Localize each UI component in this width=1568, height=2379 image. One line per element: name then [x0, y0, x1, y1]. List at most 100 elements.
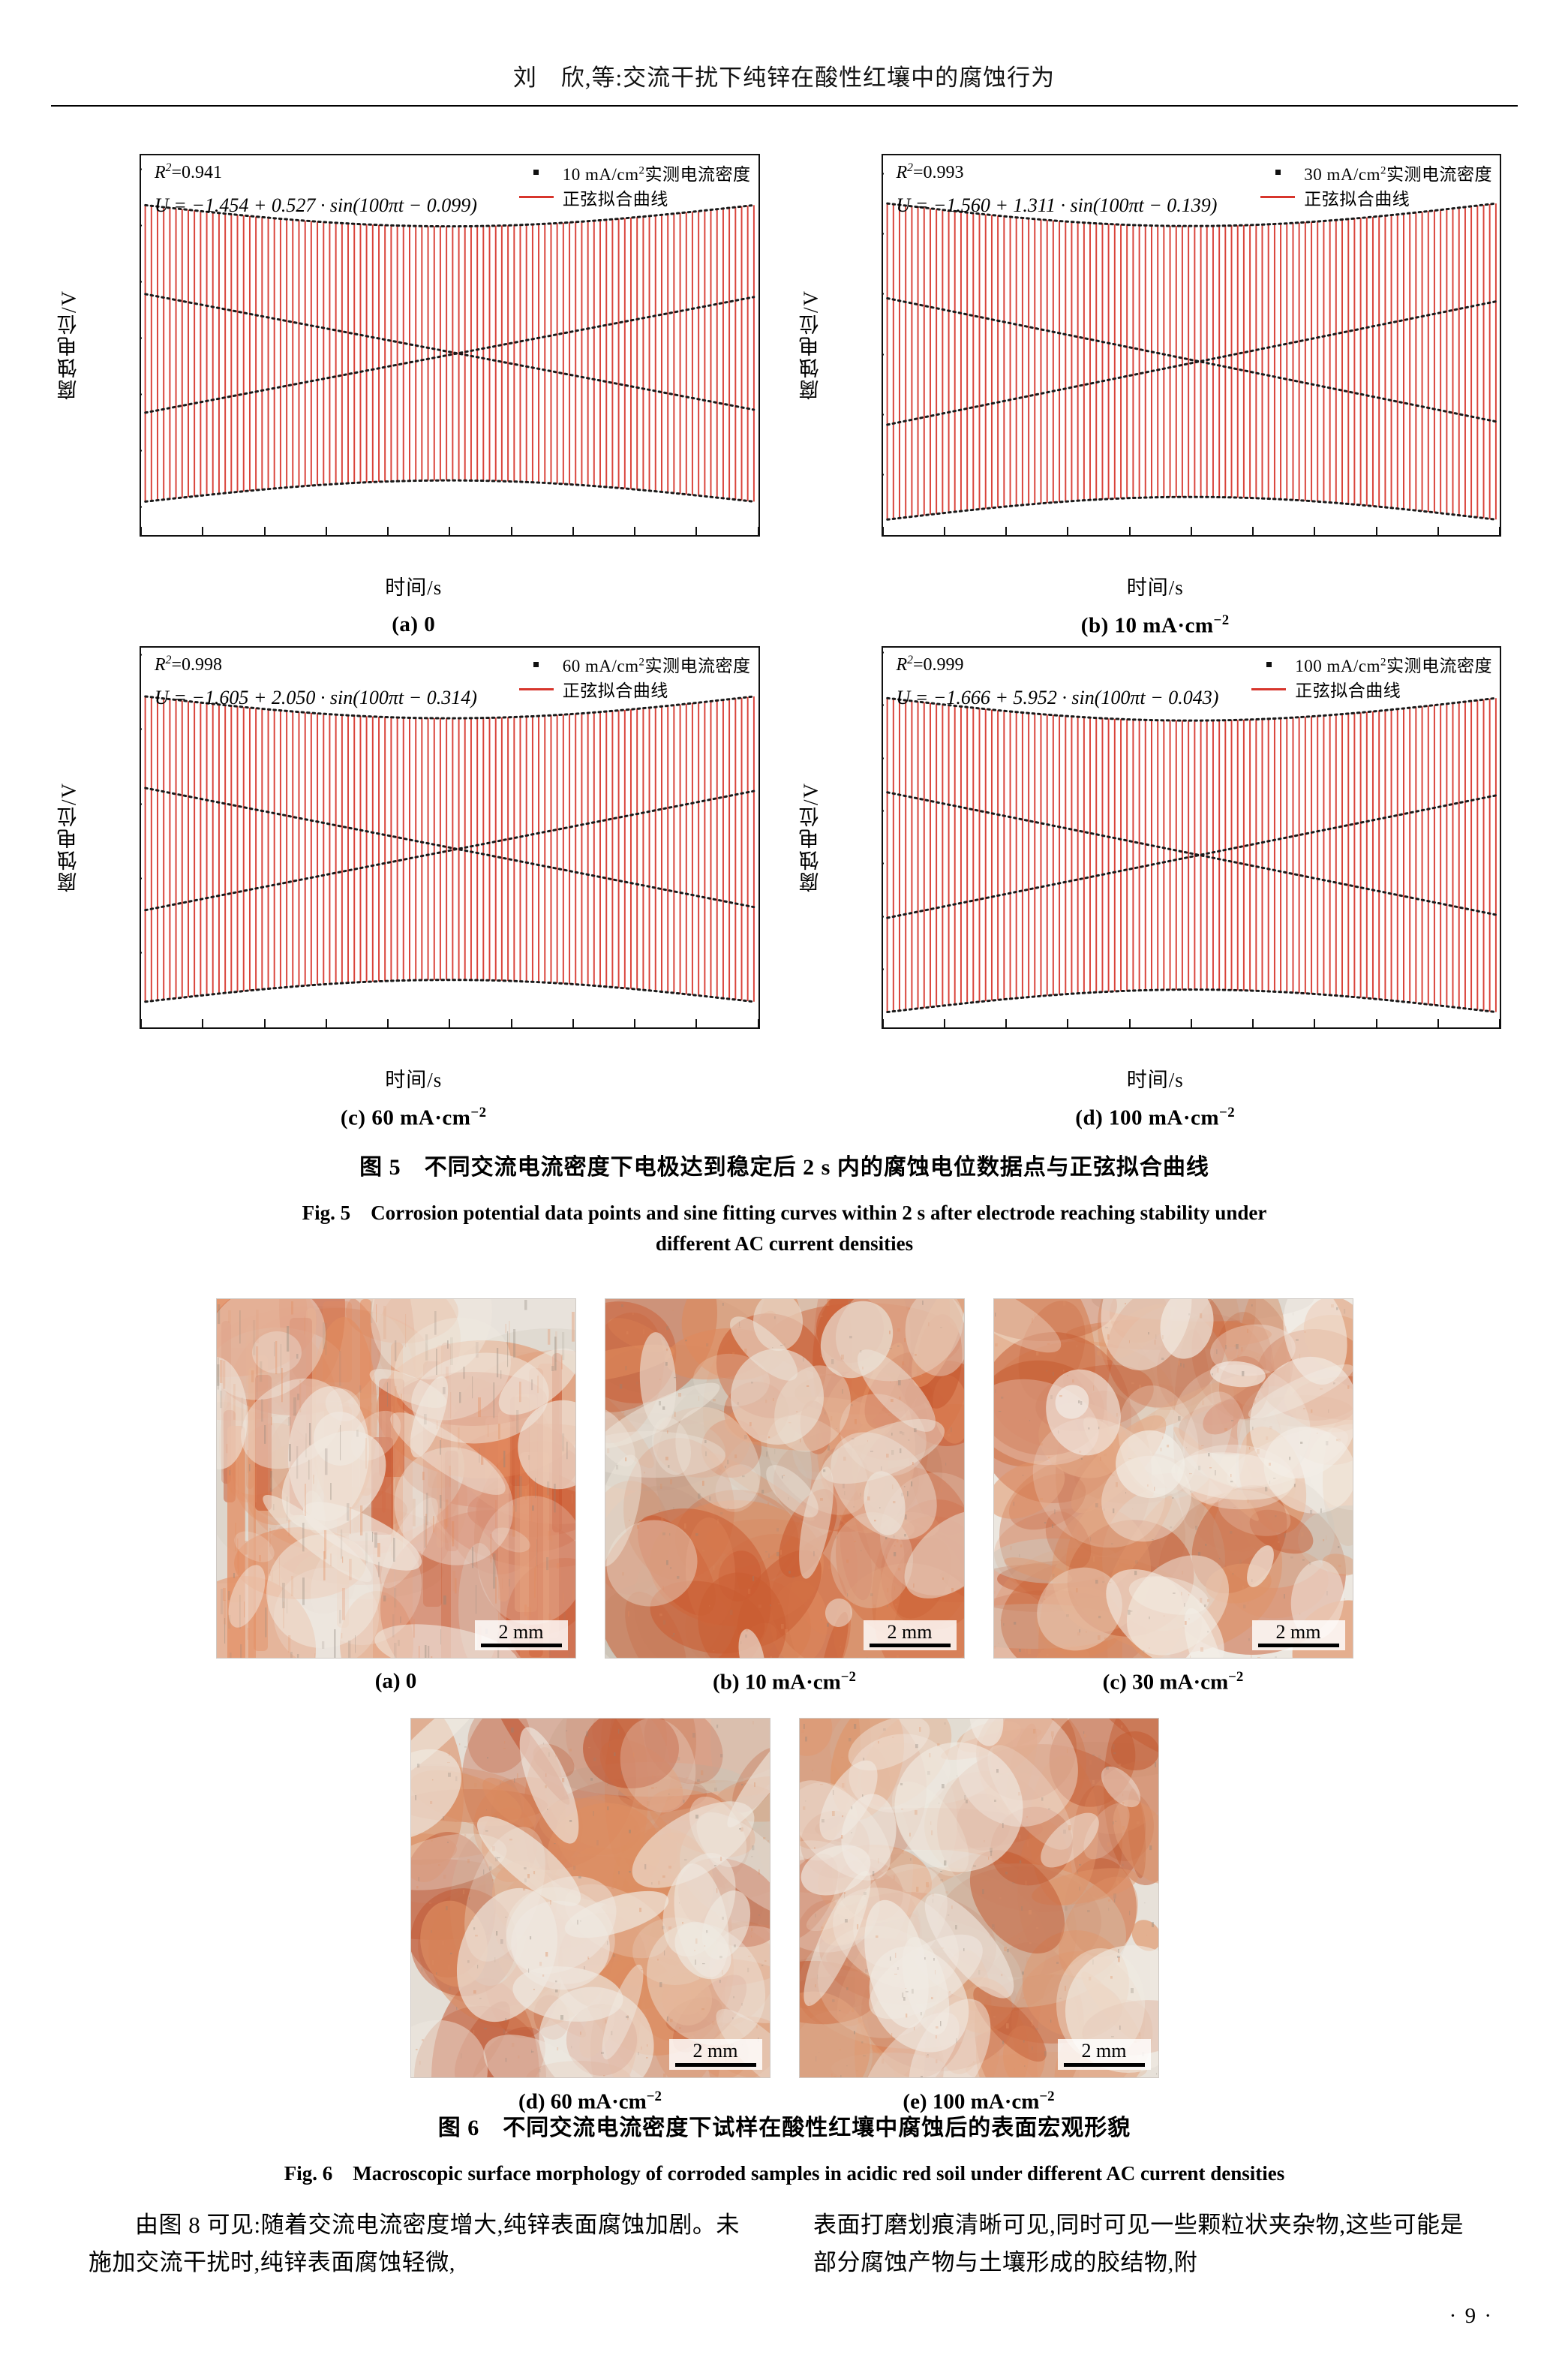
figure-6-photo-row-1: 2 mm (a) 0 2 mm (b) 10 mA·cm−2 2 mm (c) 30 mA…: [51, 1298, 1518, 1695]
scale-bar-line: [674, 2062, 756, 2067]
plot-canvas: [885, 202, 1497, 521]
x-axis-tick-mark: [510, 1018, 512, 1027]
y-axis-tick: −6: [882, 958, 883, 980]
x-axis-tick: 0.6: [313, 1027, 340, 1029]
x-axis-tick: 1.8: [683, 535, 710, 537]
scatter-marker-icon: [1251, 661, 1286, 667]
line-marker-icon: [1260, 196, 1296, 198]
chart-legend: 10 mA/cm2实测电流密度 正弦拟合曲线: [518, 160, 751, 209]
x-axis-tick-mark: [1128, 1018, 1131, 1027]
y-axis-tick: −1.8: [141, 440, 142, 462]
x-axis-tick-mark: [387, 1018, 389, 1027]
x-axis-tick-mark: [263, 1018, 266, 1027]
corrosion-photo: 2 mm: [798, 1717, 1159, 2078]
legend-label-fit: 正弦拟合曲线: [562, 189, 668, 209]
legend-label-fit: 正弦拟合曲线: [1295, 681, 1401, 701]
scale-bar: 2 mm: [1057, 2039, 1151, 2070]
y-axis-tick: 0: [882, 800, 883, 822]
r-squared-annotation: R2=0.993: [896, 161, 964, 182]
figure-5-caption: 图 5 不同交流电流密度下电极达到稳定后 2 s 内的腐蚀电位数据点与正弦拟合曲…: [51, 1148, 1518, 1259]
x-axis-tick: 1.2: [497, 535, 524, 537]
x-axis-tick: 1.2: [497, 1027, 524, 1029]
fit-equation-annotation: U = −1.605 + 2.050 · sin(100πt − 0.314): [155, 686, 477, 708]
x-axis-tick-mark: [572, 527, 574, 535]
x-axis-tick-mark: [1190, 1018, 1192, 1027]
x-axis-tick: 1.2: [1239, 535, 1266, 537]
chart-legend: 60 mA/cm2实测电流密度 正弦拟合曲线: [518, 652, 751, 702]
legend-entry-fit: 正弦拟合曲线: [518, 677, 751, 702]
scale-bar: 2 mm: [474, 1620, 568, 1650]
legend-entry-fit: 正弦拟合曲线: [1251, 677, 1492, 702]
x-axis-tick: 1.6: [621, 1027, 648, 1029]
y-axis-tick: −1.2: [141, 271, 142, 293]
x-axis-tick-mark: [449, 1018, 451, 1027]
x-axis-tick-mark: [263, 527, 266, 535]
x-axis-tick-mark: [202, 1018, 204, 1027]
plot-area: R2=0.999 U = −1.666 + 5.952 · sin(100πt −…: [881, 645, 1501, 1029]
y-axis-tick: −2.5: [882, 464, 883, 486]
x-axis-tick-mark: [1375, 527, 1377, 535]
figure-6: 2 mm (a) 0 2 mm (b) 10 mA·cm−2 2 mm (c) 30 mA…: [51, 1298, 1518, 2114]
line-marker-icon: [518, 196, 554, 198]
photo-item: 2 mm (c) 30 mA·cm−2: [993, 1298, 1353, 1695]
y-axis-tick: −3: [141, 942, 142, 964]
scale-bar: 2 mm: [1251, 1620, 1345, 1650]
x-axis-label: 时间/s: [1126, 576, 1184, 599]
scale-bar: 2 mm: [668, 2039, 762, 2070]
scatter-marker-icon: [519, 661, 554, 667]
x-axis-tick-mark: [1252, 527, 1254, 535]
fit-equation-annotation: U = −1.666 + 5.952 · sin(100πt − 0.043): [896, 686, 1219, 708]
x-axis-tick: 0.4: [251, 1027, 278, 1029]
x-axis-tick: 0.8: [1116, 1027, 1143, 1029]
legend-entry-fit: 正弦拟合曲线: [518, 185, 751, 209]
x-axis-tick: 0.2: [931, 1027, 958, 1029]
y-axis-label: 腐蚀电位/V: [799, 782, 822, 893]
x-axis-tick: 0.6: [313, 535, 340, 537]
fit-equation-annotation: U = −1.454 + 0.527 · sin(100πt − 0.099): [155, 194, 477, 216]
y-axis-tick: −1.0: [882, 283, 883, 305]
legend-label-measured: 10 mA/cm2实测电流密度: [562, 164, 751, 184]
y-axis-tick: 4: [882, 694, 883, 716]
scale-bar-line: [1257, 1644, 1339, 1647]
y-axis-tick: −2.0: [141, 496, 142, 518]
line-marker-icon: [1251, 687, 1287, 690]
y-axis-tick: −2: [882, 853, 883, 874]
x-axis-tick-mark: [757, 527, 758, 535]
x-axis-tick: 1.6: [1362, 535, 1389, 537]
y-axis-tick: −0.5: [882, 223, 883, 245]
r-squared-annotation: R2=0.999: [896, 653, 964, 675]
legend-entry-fit: 正弦拟合曲线: [1260, 185, 1492, 209]
plot-canvas: [885, 696, 1497, 1013]
header-rule: [51, 105, 1518, 107]
x-axis-tick-mark: [1314, 527, 1316, 535]
x-axis-label: 时间/s: [1126, 1068, 1184, 1091]
x-axis-tick: 1.4: [1301, 535, 1328, 537]
figure-5: 腐蚀电位/V R2=0.941 U = −1.454 + 0.527 · sin(1…: [51, 154, 1518, 1129]
chart-legend: 100 mA/cm2实测电流密度 正弦拟合曲线: [1251, 652, 1492, 702]
y-axis-tick: −1.0: [141, 215, 142, 236]
x-axis-tick-mark: [757, 1018, 758, 1027]
body-text: 由图 8 可见:随着交流电流密度增大,纯锌表面腐蚀加剧。未施加交流干扰时,纯锌表…: [89, 2206, 1484, 2281]
x-axis-tick-mark: [202, 527, 204, 535]
corrosion-texture: [993, 1299, 1353, 1658]
x-axis-tick: 2.0: [1486, 1027, 1501, 1029]
x-axis-tick: 0.2: [189, 1027, 216, 1029]
y-axis-tick: −4: [882, 906, 883, 928]
x-axis-tick-mark: [325, 527, 327, 535]
legend-label-fit: 正弦拟合曲线: [562, 681, 668, 701]
x-axis-tick-mark: [1375, 1018, 1377, 1027]
corrosion-photo: 2 mm: [604, 1298, 965, 1659]
x-axis-tick-mark: [1128, 527, 1131, 535]
x-axis-tick-mark: [882, 1018, 884, 1027]
y-axis-tick: −1.6: [141, 383, 142, 405]
x-axis-tick-mark: [695, 527, 698, 535]
scale-bar-label: 2 mm: [692, 2040, 738, 2062]
y-axis-tick: 0.0: [882, 163, 883, 185]
x-axis-tick: 1.6: [621, 535, 648, 537]
legend-label-measured: 30 mA/cm2实测电流密度: [1304, 164, 1492, 184]
scale-bar: 2 mm: [863, 1620, 957, 1650]
panel-caption: (a) 0: [392, 612, 436, 636]
y-axis-label: 腐蚀电位/V: [57, 782, 80, 893]
x-axis-tick-mark: [882, 527, 884, 535]
